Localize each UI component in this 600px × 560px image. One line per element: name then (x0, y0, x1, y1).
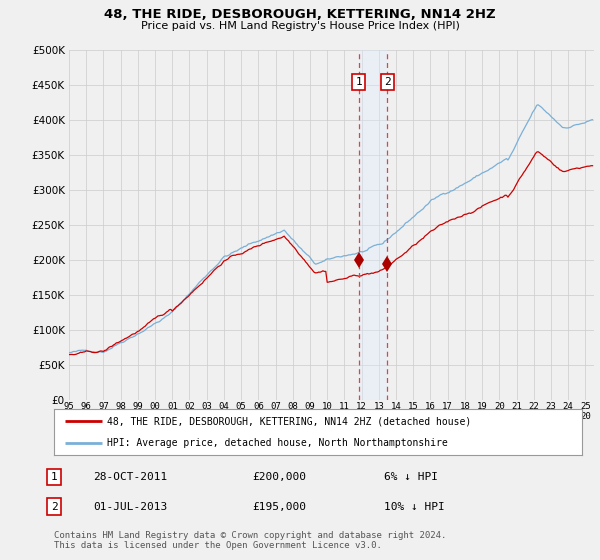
Text: Contains HM Land Registry data © Crown copyright and database right 2024.
This d: Contains HM Land Registry data © Crown c… (54, 531, 446, 550)
Text: 1: 1 (50, 472, 58, 482)
Text: 6% ↓ HPI: 6% ↓ HPI (384, 472, 438, 482)
Text: £200,000: £200,000 (252, 472, 306, 482)
Bar (359, 50, 388, 400)
Text: £195,000: £195,000 (252, 502, 306, 512)
Text: 10% ↓ HPI: 10% ↓ HPI (384, 502, 445, 512)
Text: 28-OCT-2011: 28-OCT-2011 (93, 472, 167, 482)
Text: 48, THE RIDE, DESBOROUGH, KETTERING, NN14 2HZ (detached house): 48, THE RIDE, DESBOROUGH, KETTERING, NN1… (107, 416, 471, 426)
Text: 48, THE RIDE, DESBOROUGH, KETTERING, NN14 2HZ: 48, THE RIDE, DESBOROUGH, KETTERING, NN1… (104, 8, 496, 21)
Text: Price paid vs. HM Land Registry's House Price Index (HPI): Price paid vs. HM Land Registry's House … (140, 21, 460, 31)
Text: 1: 1 (355, 77, 362, 87)
Text: 2: 2 (384, 77, 391, 87)
Text: 2: 2 (50, 502, 58, 512)
Text: HPI: Average price, detached house, North Northamptonshire: HPI: Average price, detached house, Nort… (107, 438, 448, 448)
Text: 01-JUL-2013: 01-JUL-2013 (93, 502, 167, 512)
